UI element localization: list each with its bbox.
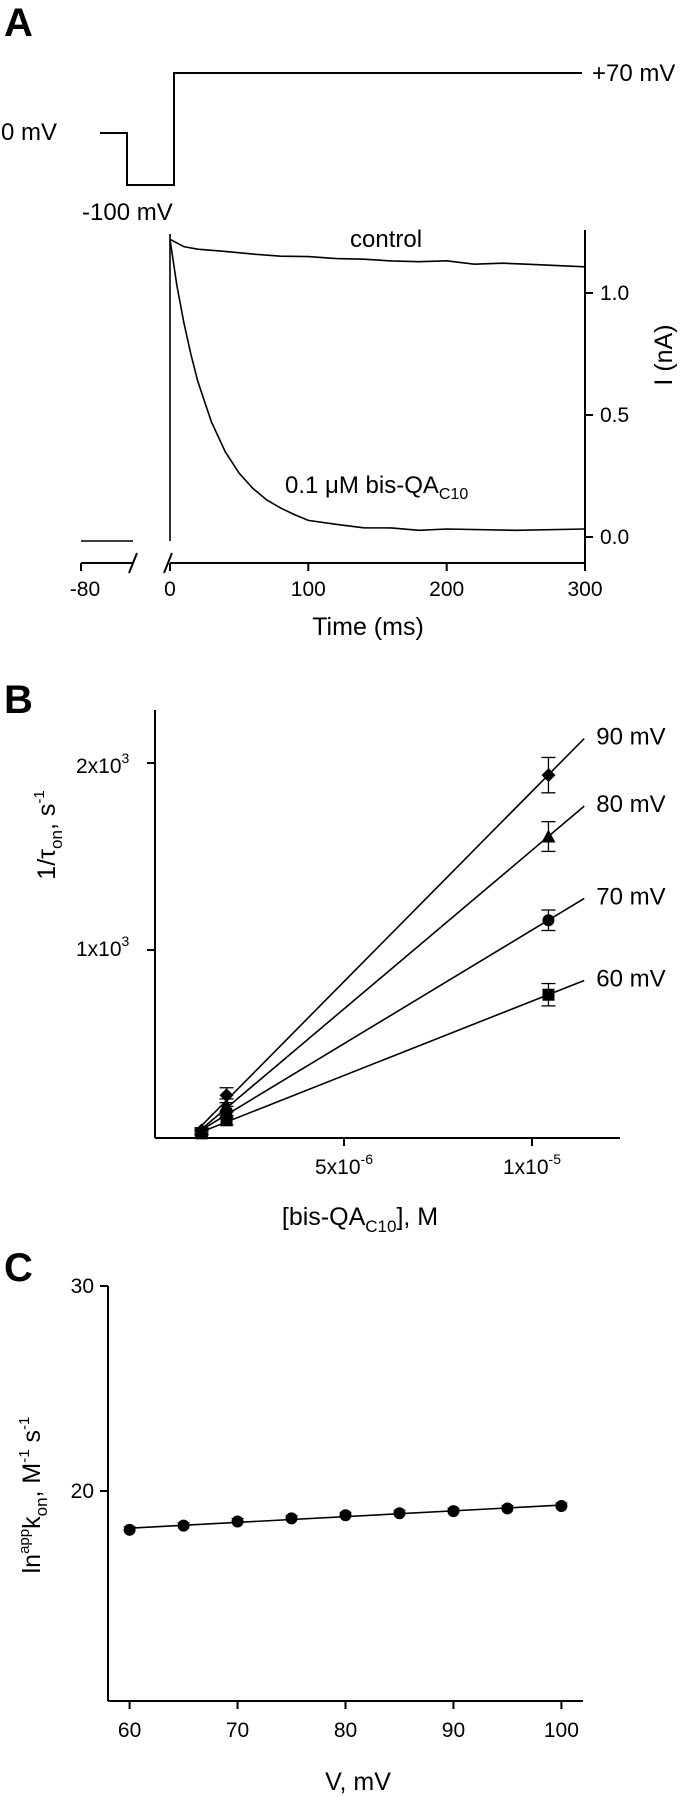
b-y-title-main: 1/τ <box>33 849 61 880</box>
c-x-tick-label-60: 60 <box>118 1719 141 1742</box>
c-data-point <box>501 1502 514 1515</box>
b-x-tick-1e-5-mant: 1x10 <box>503 1156 549 1179</box>
b-y-tick-2000-exp: 3 <box>122 750 130 766</box>
panel-b: B 1x103 2x103 5x10-6 1x10-5 [bis-QAC10],… <box>4 678 666 1236</box>
b-x-tick-1e-5-exp: -5 <box>549 1151 562 1167</box>
fit-line-70-mv <box>201 897 585 1131</box>
c-x-axis-title: V, mV <box>325 1768 391 1796</box>
c-data-point <box>285 1512 298 1525</box>
b-x-title-sub: C10 <box>365 1217 396 1236</box>
data-point-90-mv <box>541 768 556 783</box>
c-data-point <box>123 1523 136 1536</box>
c-y-title-sup2: -1 <box>16 1449 33 1462</box>
fit-line-60-mv <box>201 979 585 1133</box>
c-x-tick-label-100: 100 <box>544 1719 579 1742</box>
control-series-label: control <box>350 226 422 253</box>
c-y-title-sup3: -1 <box>16 1417 33 1430</box>
b-x-tick-label-5e-6: 5x10-6 <box>315 1151 373 1179</box>
c-y-tick-label-30: 30 <box>71 1275 94 1298</box>
b-y-title-sub: on <box>47 830 66 849</box>
data-point-60-mv <box>195 1127 208 1140</box>
c-y-title-on: on <box>32 1497 51 1516</box>
panel-b-letter: B <box>4 678 33 722</box>
y-tick-label-1-0: 1.0 <box>600 282 629 305</box>
x-tick-label-100: 100 <box>291 578 326 601</box>
b-x-title-main: [bis-QA <box>282 1203 366 1231</box>
c-y-title-app: app <box>16 1529 33 1554</box>
panel-a-x-axis: -80 0 100 200 300 Time (ms) <box>70 552 603 641</box>
data-point-80-mv <box>541 829 556 843</box>
data-point-60-mv <box>542 988 555 1001</box>
panel-a-letter: A <box>4 1 33 45</box>
c-y-tick-label-20: 20 <box>71 1480 94 1503</box>
x-axis-title: Time (ms) <box>312 613 424 641</box>
bis-qa-series-label: 0.1 μM bis-QAC10 <box>285 472 468 503</box>
bis-qa-label-main: 0.1 μM bis-QA <box>285 472 439 499</box>
fit-line-80-mv <box>200 805 585 1130</box>
c-data-point <box>231 1515 244 1528</box>
c-data-point <box>555 1499 568 1512</box>
b-x-tick-label-1e-5: 1x10-5 <box>503 1151 561 1179</box>
x-tick-label-minus80: -80 <box>70 578 100 601</box>
b-y-tick-2000-mant: 2x10 <box>76 755 122 778</box>
b-x-tick-5e-6-mant: 5x10 <box>315 1156 361 1179</box>
b-y-title-sup: -1 <box>31 790 48 803</box>
b-y-tick-label-1000: 1x103 <box>76 933 130 961</box>
y-axis-title: I (nA) <box>650 324 678 385</box>
panel-b-marks: 90 mV 80 mV 70 mV 60 mV <box>194 724 666 1140</box>
voltage-protocol-trace <box>100 72 582 186</box>
fit-line-90-mv <box>200 738 585 1127</box>
panel-c-marks <box>123 1499 568 1536</box>
b-y-title-end: , s <box>33 804 61 830</box>
c-y-title-m: , M <box>18 1463 46 1498</box>
c-data-point <box>393 1507 406 1520</box>
series-label-70-mv: 70 mV <box>596 883 665 910</box>
x-tick-label-300: 300 <box>567 578 602 601</box>
b-x-title-end: ], M <box>396 1203 438 1231</box>
bis-qa-label-sub: C10 <box>439 486 468 503</box>
y-tick-label-0: 0.0 <box>600 526 629 549</box>
control-current-trace <box>169 238 586 268</box>
panel-a: A 0 mV -100 mV +70 mV -80 0 100 200 300 … <box>1 1 678 641</box>
c-x-tick-label-90: 90 <box>442 1719 465 1742</box>
series-label-80-mv: 80 mV <box>596 791 665 818</box>
protocol-label-plus70mv: +70 mV <box>592 60 675 87</box>
panel-c: C 30 20 60 70 80 90 100 V, mV lnappkon, M-1 … <box>4 1246 583 1796</box>
b-y-tick-1000-exp: 3 <box>122 933 130 949</box>
c-data-point <box>339 1509 352 1522</box>
c-y-axis-title: lnappkon, M-1 s-1 <box>16 1417 51 1574</box>
c-data-point <box>447 1505 460 1518</box>
panel-a-y-axis: 0.0 0.5 1.0 I (nA) <box>584 230 678 563</box>
c-y-title-k: k <box>18 1516 46 1529</box>
x-tick-label-200: 200 <box>429 578 464 601</box>
y-tick-label-0-5: 0.5 <box>600 404 629 427</box>
b-y-tick-label-2000: 2x103 <box>76 750 130 778</box>
c-x-tick-label-70: 70 <box>226 1719 249 1742</box>
c-y-title-s: s <box>18 1430 46 1449</box>
protocol-label-0mv: 0 mV <box>1 119 57 146</box>
series-label-90-mv: 90 mV <box>596 724 665 751</box>
b-x-tick-5e-6-exp: -6 <box>361 1151 374 1167</box>
data-point-60-mv <box>220 1114 233 1127</box>
c-x-ticks: 60 70 80 90 100 <box>118 1701 579 1742</box>
c-data-point <box>177 1519 190 1532</box>
axis-break-mark-left <box>128 552 138 574</box>
b-y-tick-1000-mant: 1x10 <box>76 938 122 961</box>
axis-break-mark-right <box>163 552 173 574</box>
b-y-axis-title: 1/τon, s-1 <box>31 790 66 879</box>
x-tick-label-0: 0 <box>164 578 176 601</box>
protocol-label-minus100mv: -100 mV <box>82 199 173 226</box>
c-x-tick-label-80: 80 <box>334 1719 357 1742</box>
series-label-60-mv: 60 mV <box>596 965 665 992</box>
data-point-70-mv <box>542 914 555 927</box>
c-y-title-ln: ln <box>18 1554 46 1573</box>
b-x-axis-title: [bis-QAC10], M <box>282 1203 438 1236</box>
panel-c-letter: C <box>4 1246 33 1290</box>
bis-qa-current-trace <box>169 239 586 532</box>
